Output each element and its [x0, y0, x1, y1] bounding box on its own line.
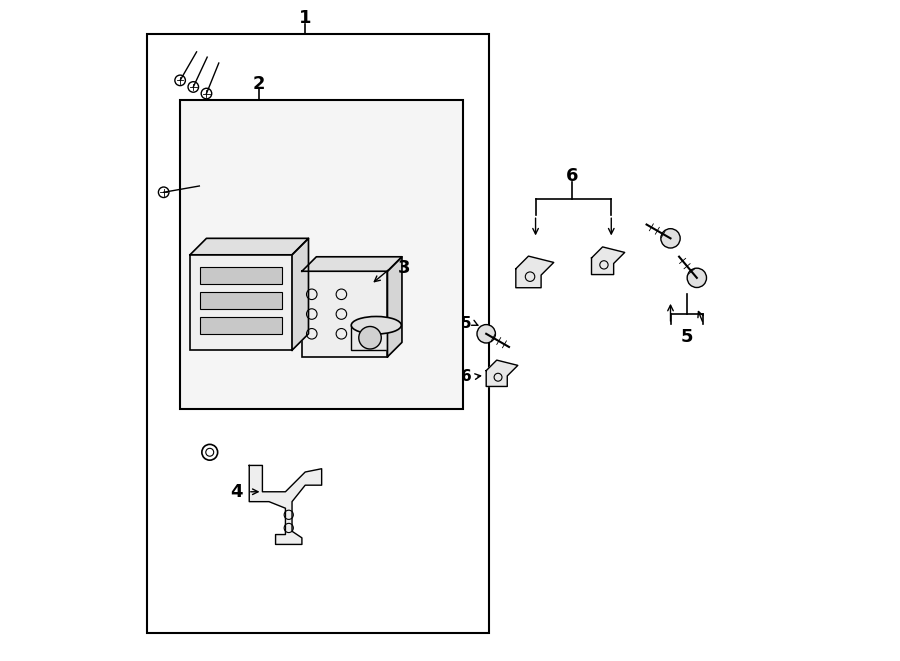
Bar	[302, 271, 388, 357]
Polygon shape	[292, 239, 309, 350]
Bar	[351, 325, 389, 350]
Text: 2: 2	[253, 75, 266, 93]
Polygon shape	[302, 256, 402, 271]
Bar	[180, 100, 464, 409]
Polygon shape	[516, 256, 554, 288]
Text: 5: 5	[680, 328, 693, 346]
Circle shape	[688, 268, 706, 288]
Polygon shape	[388, 256, 402, 357]
Polygon shape	[190, 239, 309, 254]
Bar	[148, 34, 490, 633]
Bar	[190, 254, 292, 350]
Text: 5: 5	[461, 317, 472, 331]
Polygon shape	[486, 360, 518, 387]
Polygon shape	[249, 465, 321, 545]
Bar	[200, 317, 283, 334]
Polygon shape	[591, 247, 625, 274]
Ellipse shape	[351, 317, 401, 334]
Circle shape	[661, 229, 680, 248]
Bar	[200, 267, 283, 284]
Text: 3: 3	[398, 259, 410, 277]
Text: 6: 6	[461, 369, 472, 384]
Text: 4: 4	[230, 483, 242, 501]
Bar	[200, 292, 283, 309]
Circle shape	[359, 327, 382, 349]
Text: 1: 1	[299, 9, 311, 27]
Circle shape	[477, 325, 495, 343]
Text: 6: 6	[565, 167, 578, 185]
